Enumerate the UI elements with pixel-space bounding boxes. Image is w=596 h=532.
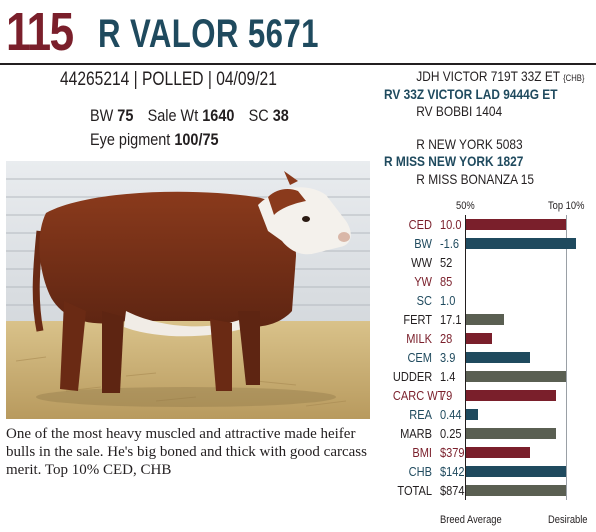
epd-row: CED 10.0 (386, 215, 596, 234)
eye-pigment-label: Eye pigment (90, 130, 171, 149)
epd-row: UDDER 1.4 (386, 367, 596, 386)
epd-row: MARB 0.25 (386, 424, 596, 443)
epd-bar (466, 333, 492, 344)
epd-label: SC (416, 293, 432, 308)
epd-value: 10.0 (440, 217, 462, 232)
epd-row: WW 52 (386, 253, 596, 272)
epd-bar (466, 447, 530, 458)
epd-top10-line (566, 215, 567, 500)
epd-label: MILK (406, 331, 432, 346)
epd-bar (466, 466, 566, 477)
epd-row: TOTAL $874 (386, 481, 596, 500)
epd-label: BMI (412, 445, 432, 460)
epd-bar (466, 314, 504, 325)
epd-value: $142 (440, 464, 465, 479)
bw-value: 75 (117, 106, 134, 125)
header-divider (0, 63, 596, 65)
epd-value: 28 (440, 331, 453, 346)
performance-stats: BW 75 Sale Wt 1640 SC 38 Eye pigment 100… (90, 104, 289, 152)
epd-label: CED (408, 217, 432, 232)
pedigree-sire-dam: RV BOBBI 1404 (416, 103, 503, 119)
epd-row: CARC WT 79 (386, 386, 596, 405)
lot-number: 115 (6, 2, 74, 62)
epd-footer-desirable: Desirable (548, 514, 588, 526)
epd-value: 0.44 (440, 407, 462, 422)
bull-description: One of the most heavy muscled and attrac… (6, 426, 367, 478)
epd-value: -1.6 (440, 236, 460, 251)
epd-breed-average-line (465, 215, 466, 500)
epd-bar (466, 238, 576, 249)
epd-label: CEM (407, 350, 432, 365)
epd-bar (466, 428, 556, 439)
epd-label: CARC WT (392, 388, 445, 403)
epd-label: FERT (403, 312, 432, 327)
epd-value: $379 (440, 445, 465, 460)
animal-name: R VALOR 5671 (98, 12, 319, 56)
epd-value: 0.25 (440, 426, 462, 441)
pedigree-sire-sire: JDH VICTOR 719T 33Z ET {CHB} (416, 68, 585, 84)
pedigree-sire: RV 33Z VICTOR LAD 9444G ET (384, 85, 558, 102)
epd-value: $874 (440, 483, 465, 498)
bw-label: BW (90, 106, 114, 125)
epd-row: SC 1.0 (386, 291, 596, 310)
epd-value: 52 (440, 255, 453, 270)
epd-value: 85 (440, 274, 453, 289)
epd-row: CHB $142 (386, 462, 596, 481)
epd-row: MILK 28 (386, 329, 596, 348)
pedigree-dam: R MISS NEW YORK 1827 (384, 153, 524, 169)
epd-label: CHB (408, 464, 432, 479)
epd-footer-breed-average: Breed Average (440, 514, 502, 526)
epd-value: 3.9 (440, 350, 456, 365)
epd-row: CEM 3.9 (386, 348, 596, 367)
eye-pigment-value: 100/75 (174, 130, 219, 149)
epd-row: FERT 17.1 (386, 310, 596, 329)
epd-header-50: 50% (456, 200, 475, 212)
epd-bar (466, 409, 478, 420)
pedigree-dam-sire: R NEW YORK 5083 (416, 135, 523, 152)
epd-row: BW -1.6 (386, 234, 596, 253)
pedigree: JDH VICTOR 719T 33Z ET {CHB} RV 33Z VICT… (384, 68, 584, 188)
bull-photo (6, 161, 370, 419)
registration-info: 44265214 | POLLED | 04/09/21 (60, 69, 277, 90)
epd-bar (466, 390, 556, 401)
epd-row: BMI $379 (386, 443, 596, 462)
epd-bar (466, 485, 566, 496)
epd-row: YW 85 (386, 272, 596, 291)
epd-value: 1.4 (440, 369, 456, 384)
epd-label: MARB (400, 426, 432, 441)
sc-value: 38 (272, 106, 289, 125)
epd-bar (466, 219, 566, 230)
epd-label: WW (411, 255, 432, 270)
epd-label: TOTAL (397, 483, 432, 498)
epd-value: 79 (440, 388, 453, 403)
epd-header-top10: Top 10% (548, 200, 585, 212)
epd-value: 1.0 (440, 293, 456, 308)
pedigree-dam-dam: R MISS BONANZA 15 (416, 170, 535, 187)
epd-label: BW (414, 236, 432, 251)
chb-tag: {CHB} (563, 73, 585, 83)
epd-bar (466, 352, 530, 363)
epd-label: REA (409, 407, 432, 422)
epd-label: UDDER (392, 369, 433, 384)
epd-bar (466, 371, 566, 382)
epd-label: YW (414, 274, 432, 289)
epd-row: REA 0.44 (386, 405, 596, 424)
sc-label: SC (248, 106, 269, 125)
sale-wt-label: Sale Wt (147, 106, 199, 125)
sale-wt-value: 1640 (202, 106, 235, 125)
epd-value: 17.1 (440, 312, 462, 327)
